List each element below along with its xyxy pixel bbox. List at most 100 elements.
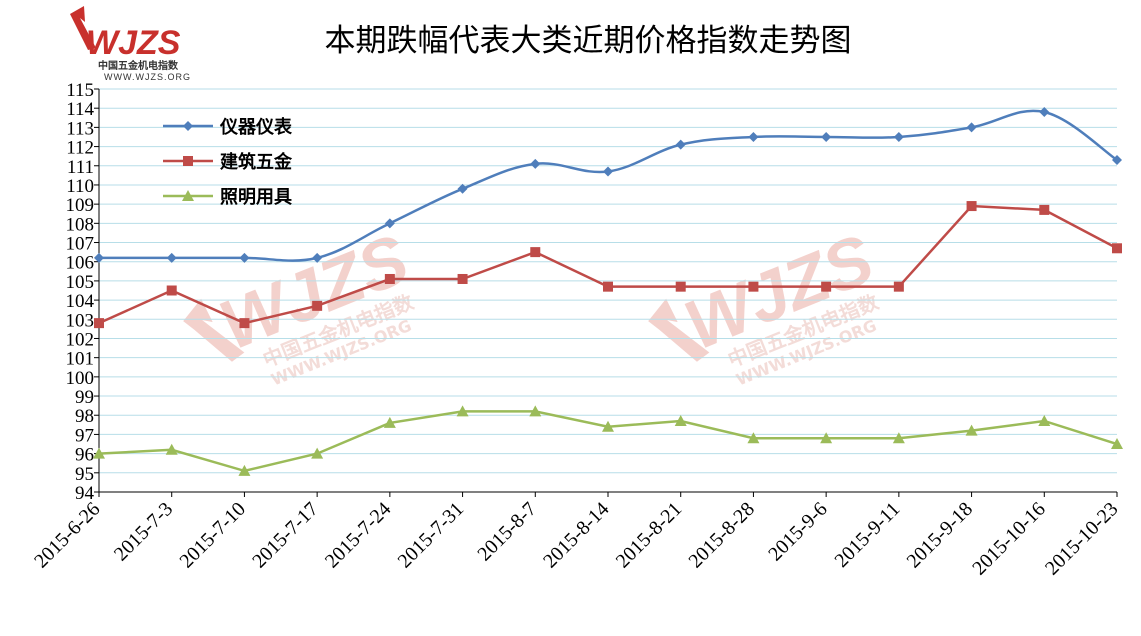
data-point — [893, 281, 904, 292]
y-tick-label: 111 — [67, 157, 94, 178]
y-tick-label: 100 — [66, 368, 95, 389]
x-tick-label: 2015-7-31 — [394, 498, 468, 572]
legend-label: 仪器仪表 — [219, 116, 293, 138]
y-tick-label: 99 — [75, 387, 94, 408]
logo-arrow-icon — [70, 6, 96, 50]
watermark-right: WJZS 中国五金机电指数 WWW.WJZS.ORG — [648, 219, 884, 390]
x-tick-label: 2015-8-28 — [684, 498, 758, 572]
y-ticks: 9495969798991001011021031041051061071081… — [66, 80, 95, 504]
logo-mark: WJZS — [86, 24, 181, 62]
data-point — [312, 252, 323, 263]
legend-item: 照明用具 — [163, 187, 292, 208]
data-point — [94, 318, 104, 329]
data-point — [457, 273, 468, 284]
legend-label: 建筑五金 — [220, 151, 293, 173]
y-tick-label: 108 — [66, 214, 95, 235]
data-point — [965, 424, 978, 436]
legend-marker — [183, 121, 193, 131]
x-tick-label: 2015-10-23 — [1041, 498, 1123, 580]
x-tick-label: 2015-8-7 — [473, 498, 540, 565]
logo-url: WWW.WJZS.ORG — [104, 72, 191, 82]
data-point — [166, 252, 177, 263]
series-3 — [93, 405, 1123, 476]
data-point — [530, 158, 541, 169]
y-tick-label: 115 — [66, 80, 94, 101]
x-tick-label: 2015-7-3 — [110, 498, 177, 565]
y-tick-label: 109 — [66, 195, 95, 216]
grid — [99, 88, 1117, 474]
logo-name: 中国五金机电指数 — [98, 59, 179, 72]
legend-item: 建筑五金 — [163, 151, 293, 173]
x-tick-label: 2015-8-14 — [539, 498, 613, 572]
data-point — [748, 281, 759, 292]
data-point — [820, 432, 833, 444]
data-point — [1039, 204, 1050, 215]
data-point — [239, 252, 250, 263]
y-tick-label: 95 — [75, 464, 94, 485]
data-point — [165, 443, 178, 455]
x-ticks: 2015-6-26 2015-7-32015-7-102015-7-172015-… — [30, 498, 1122, 580]
y-tick-label: 98 — [75, 406, 94, 427]
data-point — [892, 432, 905, 444]
y-tick-label: 94 — [75, 483, 95, 504]
watermark-arrow-icon — [183, 298, 245, 362]
data-point — [675, 281, 686, 292]
data-point — [94, 252, 104, 263]
series-line — [98, 410, 1118, 473]
y-tick-label: 112 — [66, 138, 94, 159]
data-point — [312, 300, 323, 311]
data-point — [674, 414, 687, 426]
y-tick-label: 96 — [75, 445, 94, 466]
data-point — [384, 218, 395, 229]
data-point — [1112, 243, 1122, 254]
logo: WJZS 中国五金机电指数 WWW.WJZS.ORG — [70, 6, 191, 82]
y-tick-label: 107 — [66, 234, 95, 255]
x-tick-label: 2015-7-24 — [321, 498, 395, 572]
series-2 — [94, 201, 1122, 329]
x-tick-label: 2015-9-18 — [903, 498, 977, 572]
data-point — [530, 247, 541, 258]
data-point — [602, 420, 614, 432]
chart-title: 本期跌幅代表大类近期价格指数走势图 — [325, 23, 852, 59]
data-point — [384, 273, 395, 284]
data-point — [457, 183, 468, 194]
series-1 — [94, 107, 1122, 263]
data-point — [1112, 155, 1122, 166]
x-tick-label: 2015-6-26 — [30, 498, 104, 572]
y-tick-label: 104 — [66, 291, 95, 312]
data-point — [1111, 438, 1123, 450]
y-tick-label: 106 — [66, 253, 95, 274]
y-tick-label: 113 — [66, 118, 94, 139]
data-point — [603, 166, 613, 177]
data-point — [456, 405, 469, 417]
y-tick-label: 101 — [66, 349, 95, 370]
data-point — [893, 131, 904, 142]
data-point — [238, 464, 251, 476]
y-tick-label: 103 — [66, 310, 95, 331]
series-group — [93, 107, 1123, 476]
legend-marker — [182, 190, 194, 201]
data-point — [675, 139, 686, 150]
legend-marker — [183, 156, 193, 166]
data-point — [1038, 414, 1051, 426]
data-point — [966, 122, 977, 133]
legend-label: 照明用具 — [220, 187, 292, 208]
data-point — [821, 131, 832, 142]
y-tick-label: 105 — [66, 272, 95, 293]
data-point — [529, 405, 542, 417]
data-point — [603, 281, 613, 292]
axes — [94, 88, 1118, 497]
watermark-left: WJZS 中国五金机电指数 WWW.WJZS.ORG — [183, 219, 419, 390]
y-tick-label: 114 — [66, 99, 94, 120]
data-point — [239, 318, 250, 329]
data-point — [166, 285, 177, 296]
x-tick-label: 2015-9-11 — [830, 498, 904, 572]
data-point — [383, 416, 396, 428]
data-point — [311, 447, 324, 459]
data-point — [821, 281, 832, 292]
x-tick-label: 2015-9-6 — [764, 498, 831, 565]
data-point — [748, 131, 759, 142]
data-point — [1039, 107, 1050, 118]
y-tick-label: 102 — [66, 329, 95, 350]
